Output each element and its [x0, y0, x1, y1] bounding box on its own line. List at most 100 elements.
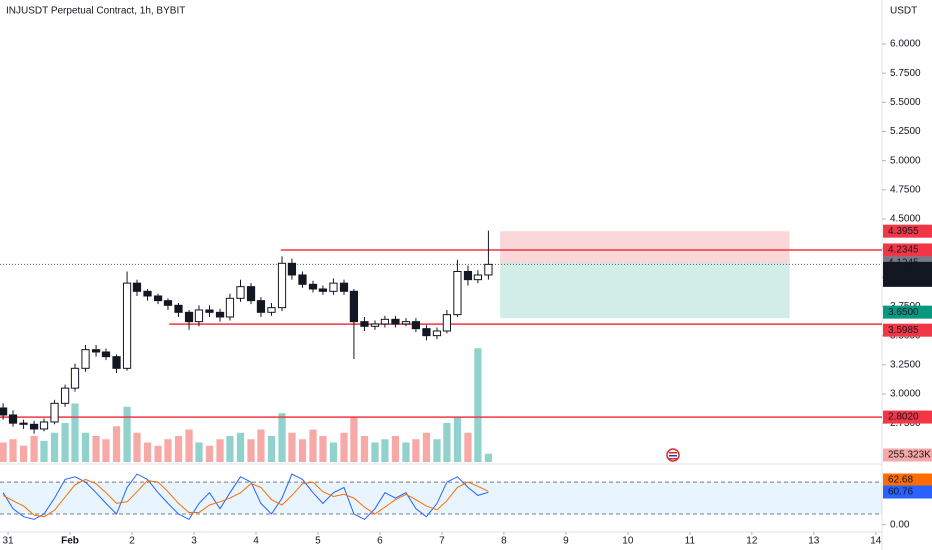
candle-body [298, 274, 307, 285]
volume-label-box [883, 448, 932, 462]
candle-body [267, 307, 276, 313]
stoch-d-label-box [883, 473, 932, 487]
candle-body [70, 367, 80, 389]
candle-body [463, 270, 473, 281]
x-tick-label: 10 [622, 536, 634, 547]
candle-body [380, 318, 390, 325]
y-tick-label: 6.0000 [890, 39, 921, 50]
volume-bar [143, 442, 152, 462]
volume-bar [50, 432, 59, 462]
x-tick-label: 11 [685, 536, 696, 547]
stoch-k-label-box [883, 485, 932, 499]
volume-bar [422, 432, 431, 462]
volume-bar [92, 436, 100, 462]
hline-label-box [883, 410, 932, 424]
candle-body [329, 282, 338, 292]
currency-label: USDT [890, 6, 917, 17]
candle-body [122, 282, 132, 369]
candle-body [91, 349, 101, 353]
volume-bar [164, 439, 172, 462]
x-tick-label: 2 [129, 536, 135, 547]
volume-bar [19, 445, 28, 462]
candle-body [349, 290, 359, 323]
candle-body [132, 282, 142, 292]
x-tick-label: 8 [501, 536, 507, 547]
candle-body [215, 311, 225, 318]
volume-bar [71, 403, 79, 462]
volume-bar [123, 406, 131, 462]
y-tick-label: 5.2500 [890, 126, 921, 137]
volume-bar [102, 439, 110, 462]
volume-bar [391, 436, 400, 462]
candle-body [370, 323, 380, 327]
candle-body [422, 328, 431, 337]
x-tick-label: 7 [439, 536, 445, 547]
candle-body [453, 270, 462, 316]
candle-body [194, 309, 204, 323]
candle-body [19, 422, 28, 425]
hline-label-box [883, 323, 932, 337]
candle-body [401, 321, 411, 325]
volume-bar [412, 439, 420, 462]
volume-bar [267, 436, 276, 462]
candle-body [432, 330, 442, 337]
candle-body [39, 421, 49, 430]
x-tick-label: 6 [377, 536, 383, 547]
volume-bar [360, 436, 369, 462]
stoch-d-line [2, 478, 489, 518]
stoch-d-label: 62.68 [888, 475, 913, 486]
volume-bar [226, 436, 234, 462]
x-tick-label: Feb [61, 536, 79, 547]
volume-bar [381, 439, 389, 462]
volume-bar [484, 453, 493, 462]
x-tick-label: 13 [808, 536, 820, 547]
volume-bar [236, 432, 245, 462]
candle-body [236, 286, 245, 299]
volume-bar [319, 436, 327, 462]
y-tick-label: 3.0000 [890, 389, 921, 400]
candle-body [391, 318, 400, 325]
x-tick-label: 14 [870, 536, 882, 547]
target-label-box [883, 305, 932, 319]
volume-bar [112, 426, 121, 462]
candle-body [256, 300, 266, 313]
volume-bar [474, 348, 482, 462]
target-zone [500, 262, 790, 319]
volume-bar [133, 432, 141, 462]
candle-body [8, 414, 18, 424]
candle-body [184, 311, 194, 323]
y-tick-label: 5.7500 [890, 68, 921, 79]
y-tick-label: 5.0000 [890, 155, 921, 166]
candle-body [163, 300, 173, 306]
x-tick-label: 3 [191, 536, 197, 547]
y-tick-label: 4.7500 [890, 184, 921, 195]
volume-bar [40, 440, 48, 462]
candle-body [60, 387, 70, 404]
volume-bar [195, 442, 203, 462]
candle-body [112, 356, 121, 369]
volume-bar [30, 436, 38, 462]
hline-label-box [883, 243, 932, 257]
candle-body [442, 314, 452, 332]
target-label: 3.6500 [888, 307, 919, 318]
candle-body [225, 297, 235, 318]
volume-bar [340, 432, 348, 462]
volume-bar [453, 416, 462, 462]
candle-body [143, 290, 152, 297]
y-tick-label: 5.5000 [890, 97, 921, 108]
volume-bar [9, 439, 17, 462]
volume-bar [257, 429, 265, 462]
flag-icon [666, 448, 680, 462]
x-tick-label: 4 [253, 536, 259, 547]
candle-body [29, 423, 39, 430]
volume-bar [288, 432, 296, 462]
volume-bar [350, 416, 358, 462]
volume-bar [61, 423, 69, 462]
stoch-k-label: 60.76 [888, 487, 913, 498]
candle-body [473, 274, 482, 281]
candle-body [277, 262, 287, 309]
volume-bar [174, 436, 183, 462]
volume-bar [443, 423, 451, 462]
y-tick-label: 4.5000 [890, 214, 921, 225]
candle-body [360, 321, 369, 327]
